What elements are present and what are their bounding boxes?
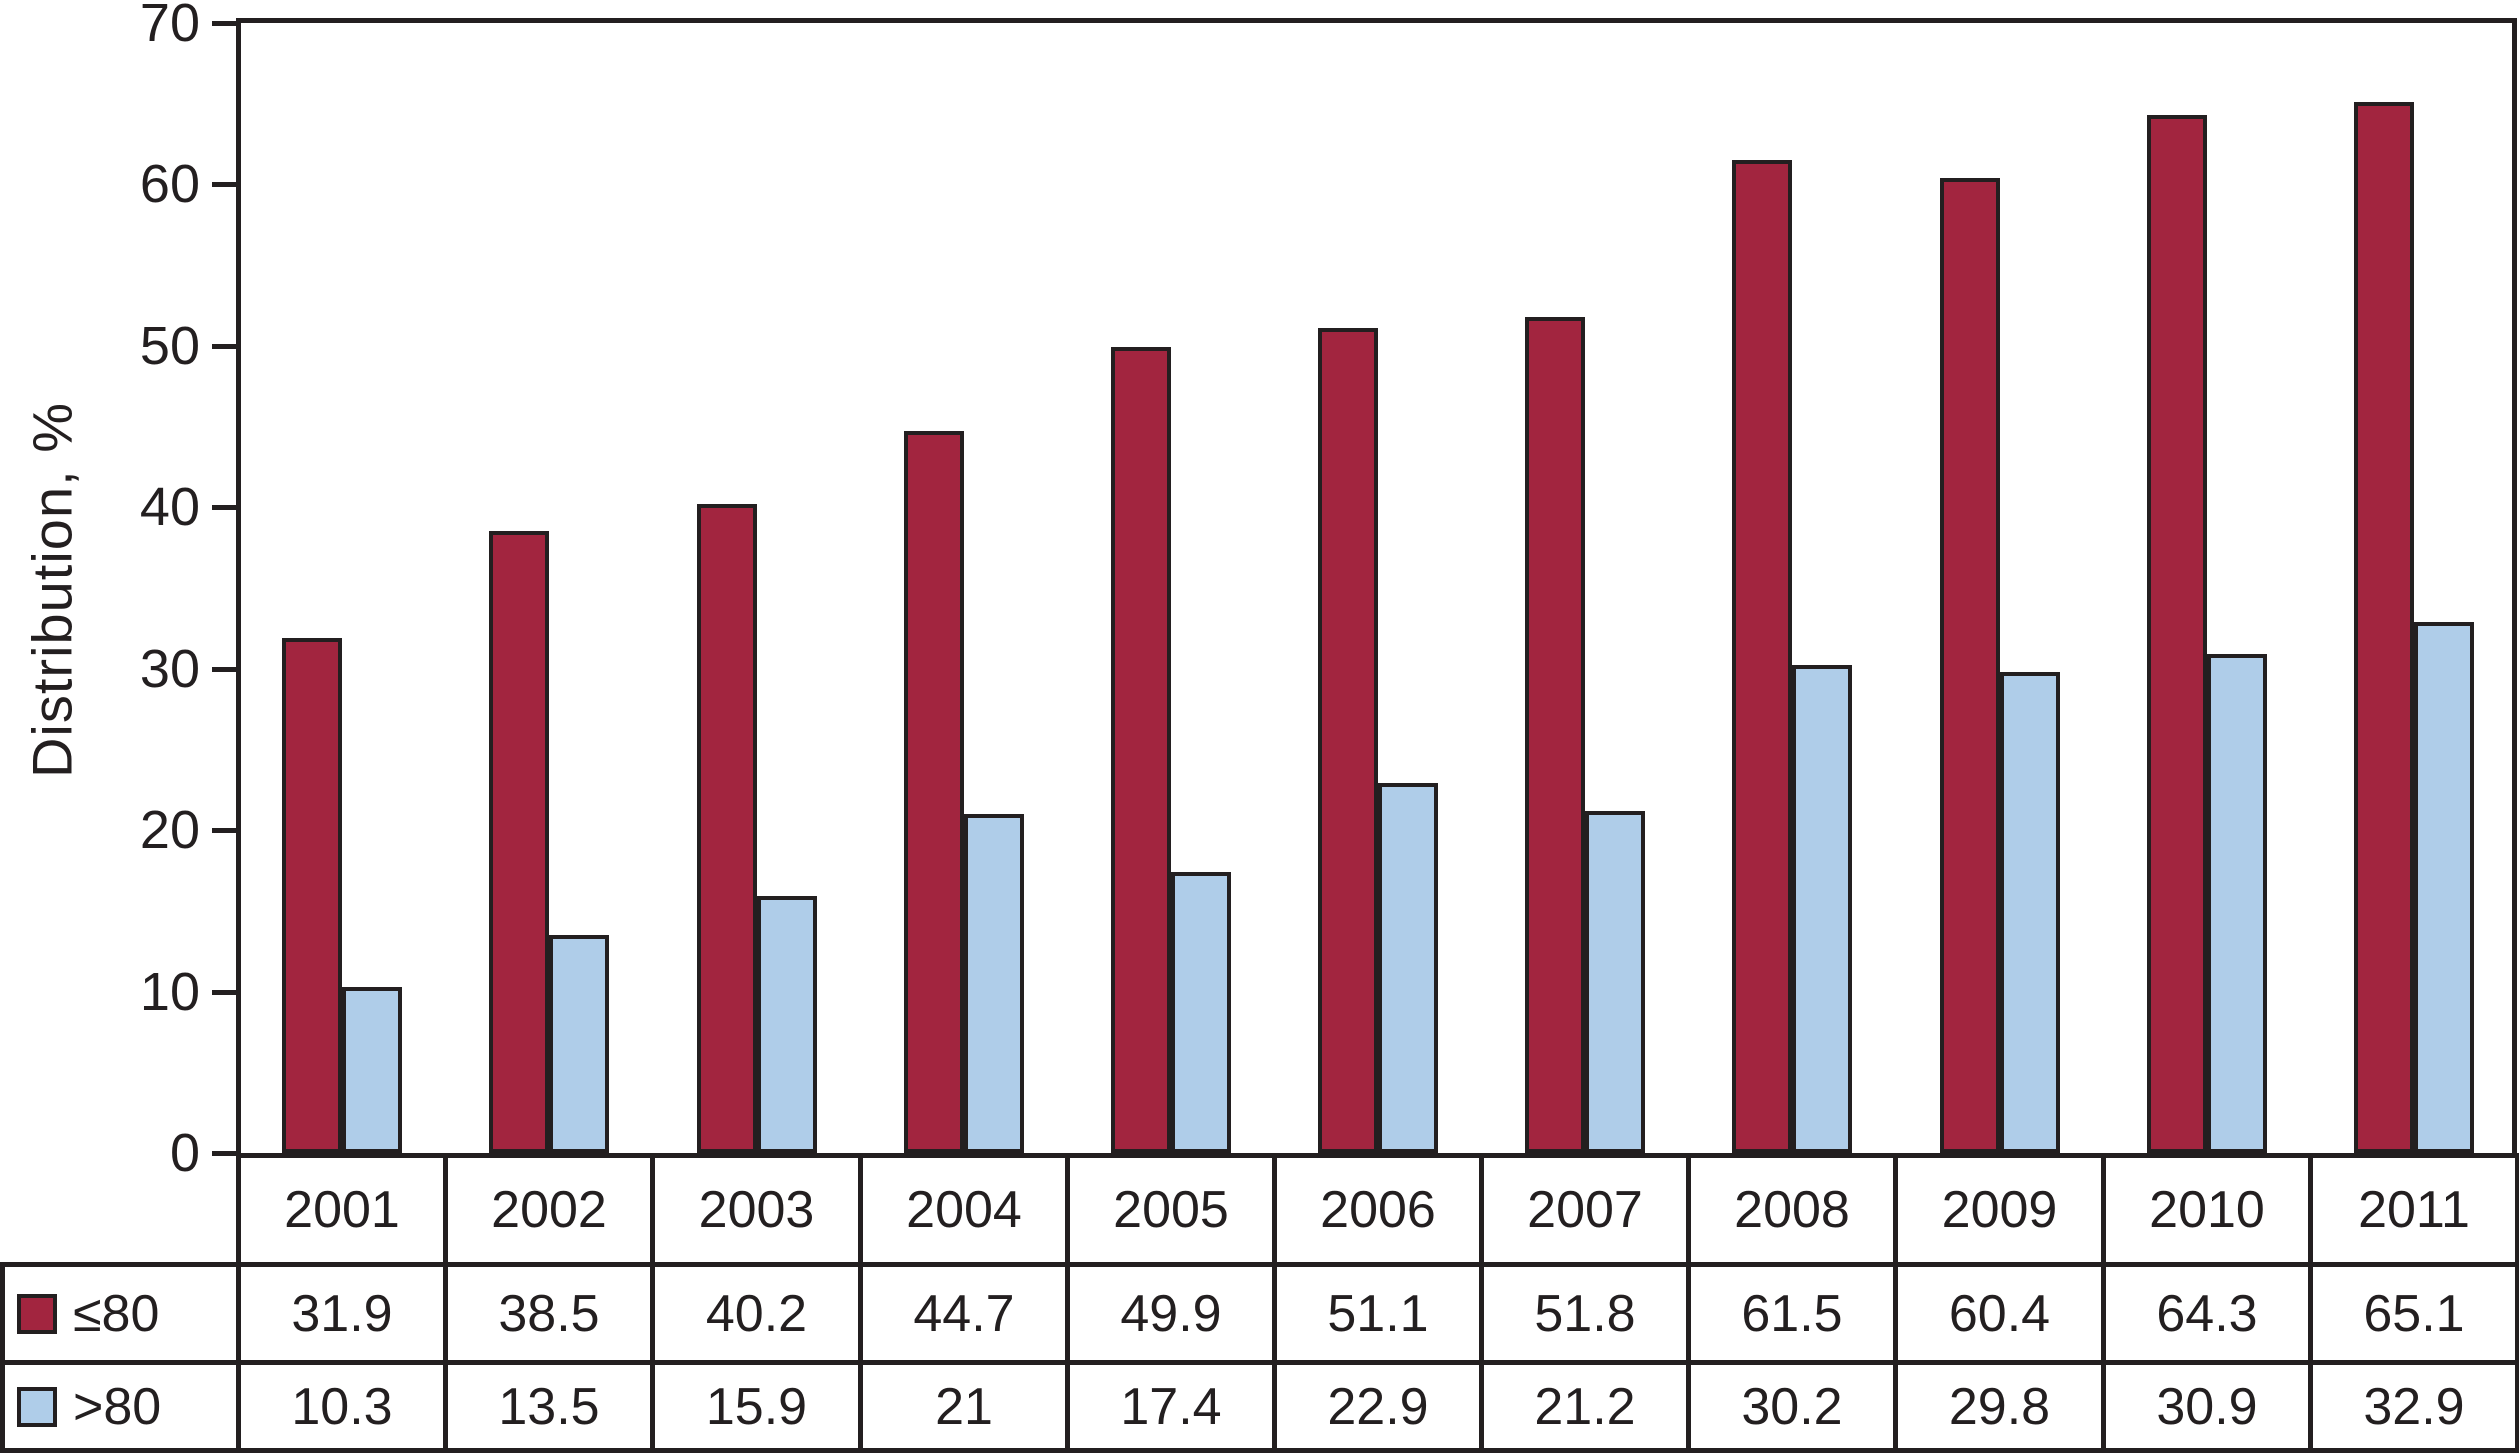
y-axis-tick	[212, 343, 241, 349]
value-cell-le80-2011: 65.1	[2308, 1262, 2519, 1365]
y-axis-tick	[212, 828, 241, 834]
bar-gt80-2006	[1378, 783, 1438, 1153]
value-cell-le80-2006: 51.1	[1272, 1262, 1484, 1365]
legend-cell-gt80: >80	[0, 1360, 241, 1453]
bar-gt80-2008	[1792, 665, 1852, 1153]
value-cell-gt80-2009: 29.8	[1893, 1360, 2106, 1453]
bar-gt80-2001	[342, 987, 402, 1153]
year-cell-2008: 2008	[1686, 1153, 1898, 1267]
bar-le80-2008	[1732, 160, 1792, 1153]
bar-le80-2007	[1525, 317, 1585, 1153]
bar-gt80-2009	[2000, 672, 2060, 1153]
bar-gt80-2002	[549, 935, 609, 1153]
y-axis-tick	[212, 21, 241, 26]
value-cell-gt80-2003: 15.9	[650, 1360, 863, 1453]
y-axis-tick-label: 20	[139, 800, 200, 861]
y-axis-tick	[212, 1151, 241, 1156]
y-axis-tick	[212, 989, 241, 995]
y-axis-tick-label: 40	[139, 477, 200, 538]
bar-le80-2010	[2147, 115, 2207, 1153]
bar-gt80-2004	[964, 814, 1024, 1153]
value-cell-gt80-2001: 10.3	[236, 1360, 448, 1453]
value-cell-gt80-2005: 17.4	[1065, 1360, 1277, 1453]
year-cell-2001: 2001	[236, 1153, 448, 1267]
y-axis-tick	[212, 666, 241, 672]
year-cell-2010: 2010	[2101, 1153, 2313, 1267]
bar-le80-2009	[1940, 178, 2000, 1153]
value-cell-le80-2008: 61.5	[1686, 1262, 1898, 1365]
value-cell-le80-2001: 31.9	[236, 1262, 448, 1365]
value-cell-gt80-2006: 22.9	[1272, 1360, 1484, 1453]
legend-label-le80: ≤80	[73, 1284, 160, 1343]
bar-le80-2003	[697, 504, 757, 1153]
y-axis-tick-label: 60	[139, 154, 200, 215]
value-cell-gt80-2011: 32.9	[2308, 1360, 2519, 1453]
bar-le80-2001	[282, 638, 342, 1153]
bar-gt80-2003	[757, 896, 817, 1153]
year-cell-2005: 2005	[1065, 1153, 1277, 1267]
year-cell-2009: 2009	[1893, 1153, 2106, 1267]
value-cell-gt80-2004: 21	[858, 1360, 1070, 1453]
bar-gt80-2007	[1585, 811, 1645, 1153]
value-cell-gt80-2010: 30.9	[2101, 1360, 2313, 1453]
year-cell-2004: 2004	[858, 1153, 1070, 1267]
y-axis-tick-label: 50	[139, 315, 200, 376]
bar-gt80-2010	[2207, 654, 2267, 1153]
y-axis-tick-label: 70	[139, 0, 200, 53]
year-cell-2002: 2002	[443, 1153, 655, 1267]
y-axis-label: Distribution, %	[20, 401, 84, 779]
legend-cell-le80: ≤80	[0, 1262, 241, 1365]
plot-area	[236, 18, 2517, 1158]
y-axis-tick	[212, 182, 241, 188]
value-cell-le80-2007: 51.8	[1479, 1262, 1691, 1365]
y-axis-tick-label: 30	[139, 638, 200, 699]
bar-gt80-2011	[2414, 622, 2474, 1153]
y-axis-tick-label: 0	[169, 1123, 200, 1183]
year-cell-2006: 2006	[1272, 1153, 1484, 1267]
legend-label-gt80: >80	[73, 1377, 162, 1436]
value-cell-gt80-2008: 30.2	[1686, 1360, 1898, 1453]
legend-swatch-gt80	[17, 1386, 57, 1427]
y-axis-tick	[212, 505, 241, 511]
value-cell-le80-2002: 38.5	[443, 1262, 655, 1365]
value-cell-le80-2003: 40.2	[650, 1262, 863, 1365]
bar-le80-2004	[904, 431, 964, 1153]
y-axis-tick-label: 10	[139, 961, 200, 1022]
year-cell-2011: 2011	[2308, 1153, 2519, 1267]
value-cell-gt80-2007: 21.2	[1479, 1360, 1691, 1453]
bar-le80-2011	[2354, 102, 2414, 1153]
bar-le80-2002	[489, 531, 549, 1153]
bar-le80-2005	[1111, 347, 1171, 1153]
value-cell-le80-2010: 64.3	[2101, 1262, 2313, 1365]
value-cell-le80-2009: 60.4	[1893, 1262, 2106, 1365]
legend-swatch-le80	[17, 1293, 57, 1334]
value-cell-gt80-2002: 13.5	[443, 1360, 655, 1453]
value-cell-le80-2005: 49.9	[1065, 1262, 1277, 1365]
value-cell-le80-2004: 44.7	[858, 1262, 1070, 1365]
bar-gt80-2005	[1171, 872, 1231, 1153]
bar-le80-2006	[1318, 328, 1378, 1153]
year-cell-2007: 2007	[1479, 1153, 1691, 1267]
year-cell-2003: 2003	[650, 1153, 863, 1267]
